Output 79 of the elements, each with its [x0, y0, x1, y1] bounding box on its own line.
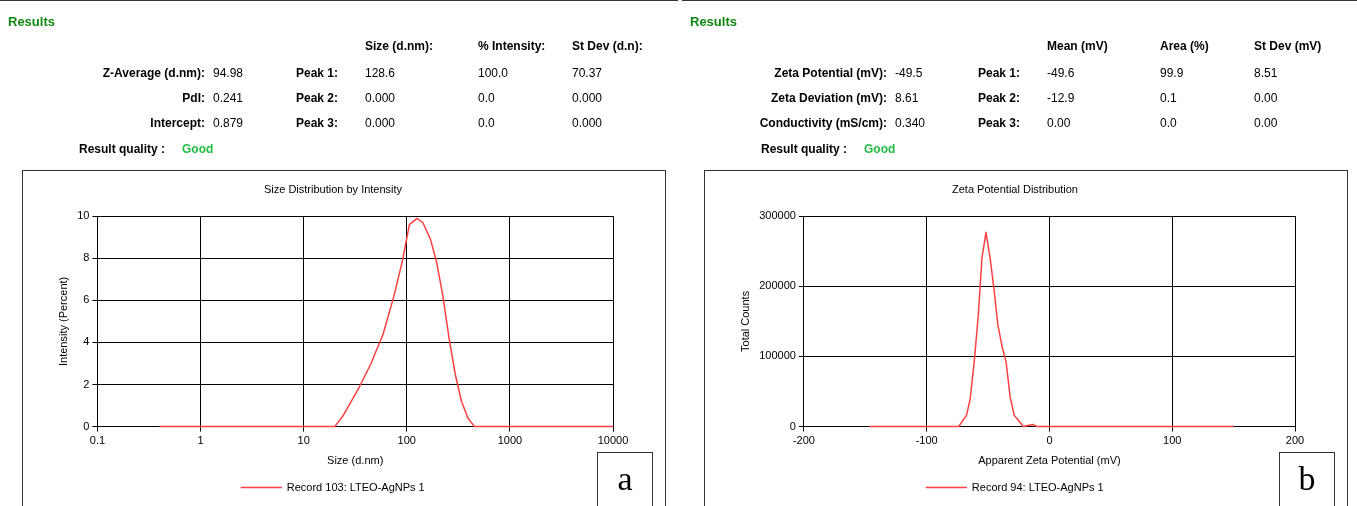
- text: 94.98: [213, 66, 244, 80]
- y-tick-label: 10: [77, 209, 90, 222]
- text: Zeta Deviation (mV):: [770, 91, 887, 105]
- text: -49.5: [895, 66, 923, 80]
- x-tick-label: 1: [197, 434, 204, 447]
- x-tick-label: 0.1: [89, 434, 106, 447]
- y-tick-label: 0: [789, 419, 796, 432]
- text: Peak 2:: [977, 91, 1020, 105]
- x-axis-title: Apparent Zeta Potential (mV): [978, 454, 1121, 467]
- y-tick-label: 100000: [759, 349, 796, 362]
- x-tick-label: 200: [1285, 434, 1305, 447]
- y-tick-label: 0: [83, 419, 90, 432]
- text: Good: [864, 142, 896, 156]
- y-tick-label: 2: [83, 377, 90, 390]
- text: 128.6: [365, 66, 396, 80]
- text: 0.000: [572, 116, 603, 130]
- legend-label: Record 94: LTEO-AgNPs 1: [971, 480, 1104, 493]
- text: 0.00: [1254, 91, 1278, 105]
- text: Size (d.nm):: [365, 39, 433, 53]
- text: -49.6: [1047, 66, 1075, 80]
- text: Result quality :: [78, 142, 165, 156]
- chart-title: Zeta Potential Distribution: [952, 182, 1078, 195]
- text: % Intensity:: [478, 39, 546, 53]
- x-tick-label: 100: [397, 434, 416, 447]
- text: Intercept:: [150, 116, 205, 130]
- text: Peak 3:: [295, 116, 338, 130]
- x-tick-label: 1000: [497, 434, 523, 447]
- x-tick-label: -200: [792, 434, 815, 447]
- y-tick-label: 300000: [759, 209, 796, 222]
- text: Mean (mV): [1047, 39, 1108, 53]
- text: Result quality :: [760, 142, 847, 156]
- y-tick-label: 8: [83, 251, 90, 264]
- text: 0.0: [478, 91, 495, 105]
- text: Peak 3:: [977, 116, 1020, 130]
- text: 0.340: [895, 116, 926, 130]
- y-tick-label: 200000: [759, 279, 796, 292]
- text: b: [1279, 452, 1335, 506]
- text: 0.000: [365, 116, 396, 130]
- text: 8.61: [895, 91, 919, 105]
- y-tick-label: 6: [83, 293, 90, 306]
- text: 0.241: [213, 91, 244, 105]
- x-tick-label: 0: [1046, 434, 1053, 447]
- text: Peak 1:: [295, 66, 338, 80]
- text: 0.00: [1047, 116, 1071, 130]
- y-axis-title: Intensity (Percent): [56, 276, 69, 367]
- x-tick-label: 100: [1163, 434, 1182, 447]
- text: St Dev (mV): [1254, 39, 1322, 53]
- x-tick-label: 10: [297, 434, 310, 447]
- text: 0.000: [365, 91, 396, 105]
- text: a: [597, 452, 653, 506]
- y-axis-title: Total Counts: [738, 290, 751, 352]
- text: 0.0: [478, 116, 495, 130]
- text: Conductivity (mS/cm):: [759, 116, 887, 130]
- text: 0.000: [572, 91, 603, 105]
- text: Area (%): [1160, 39, 1209, 53]
- text: 99.9: [1160, 66, 1184, 80]
- legend-label: Record 103: LTEO-AgNPs 1: [286, 480, 425, 493]
- text: Peak 1:: [977, 66, 1020, 80]
- text: St Dev (d.n):: [572, 39, 643, 53]
- text: 70.37: [572, 66, 603, 80]
- text: 8.51: [1254, 66, 1278, 80]
- text: -12.9: [1047, 91, 1075, 105]
- text: 0.0: [1160, 116, 1177, 130]
- chart-title: Size Distribution by Intensity: [263, 182, 403, 195]
- text: 0.00: [1254, 116, 1278, 130]
- text: Results: [690, 14, 737, 29]
- x-tick-label: -100: [915, 434, 938, 447]
- text: Z-Average (d.nm):: [102, 66, 205, 80]
- text: Zeta Potential (mV):: [774, 66, 887, 80]
- text: 0.879: [213, 116, 244, 130]
- text: PdI:: [182, 91, 205, 105]
- text: Peak 2:: [295, 91, 338, 105]
- x-axis-title: Size (d.nm): [327, 454, 384, 467]
- text: Results: [8, 14, 55, 29]
- text: 0.1: [1160, 91, 1177, 105]
- x-tick-label: 10000: [597, 434, 629, 447]
- text: Good: [182, 142, 214, 156]
- y-tick-label: 4: [83, 335, 90, 348]
- text: 100.0: [478, 66, 509, 80]
